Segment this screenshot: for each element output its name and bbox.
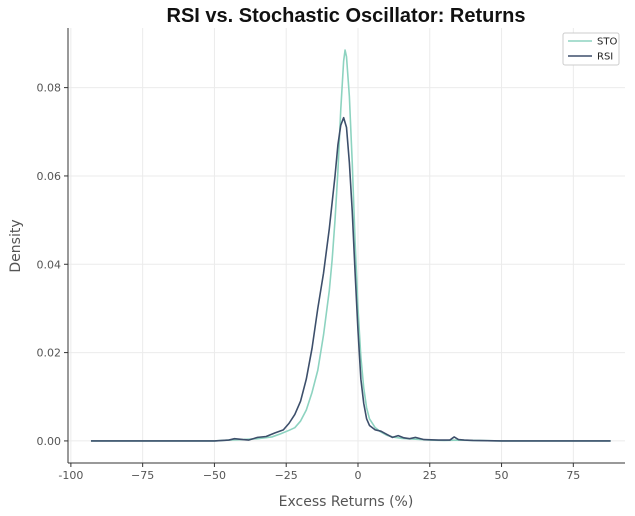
- chart-title: RSI vs. Stochastic Oscillator: Returns: [167, 5, 526, 27]
- x-tick-label: 25: [423, 469, 437, 482]
- series-lines: [90, 49, 611, 442]
- y-tick-label: 0.00: [37, 435, 62, 448]
- x-tick-label: 50: [495, 469, 509, 482]
- series-line-sto: [90, 49, 611, 442]
- legend: STO RSI: [562, 32, 620, 66]
- x-ticks: -100 −75 −50 −25 0 25 50 75: [58, 463, 580, 482]
- y-tick-label: 0.02: [37, 347, 62, 360]
- y-tick-label: 0.08: [37, 82, 62, 95]
- y-ticks: 0.00 0.02 0.04 0.06 0.08: [37, 82, 68, 448]
- legend-label-sto: STO: [597, 37, 617, 48]
- x-tick-label: 75: [566, 469, 580, 482]
- x-tick-label: -100: [58, 469, 83, 482]
- x-tick-label: −25: [275, 469, 298, 482]
- x-tick-label: −50: [203, 469, 226, 482]
- x-tick-label: −75: [131, 469, 154, 482]
- y-axis-label: Density: [8, 219, 24, 272]
- x-axis-label: Excess Returns (%): [279, 494, 414, 510]
- y-tick-label: 0.04: [37, 258, 62, 271]
- y-tick-label: 0.06: [37, 170, 62, 183]
- legend-label-rsi: RSI: [597, 52, 613, 63]
- grid: [68, 28, 625, 463]
- x-tick-label: 0: [354, 469, 361, 482]
- series-line-rsi: [90, 116, 611, 442]
- axes: [67, 28, 625, 464]
